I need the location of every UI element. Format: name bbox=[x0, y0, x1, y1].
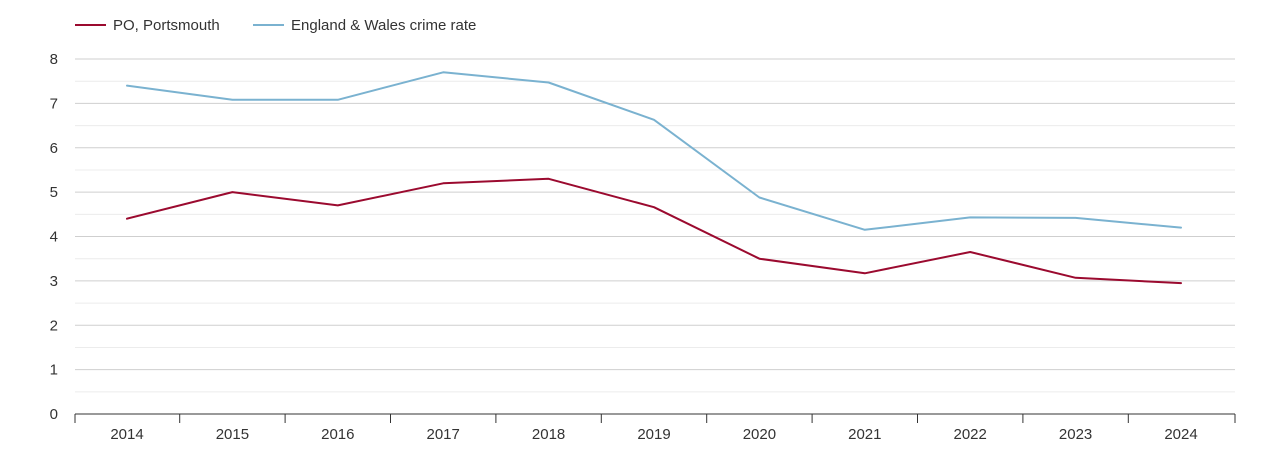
y-tick-label: 0 bbox=[50, 406, 58, 423]
legend-label-portsmouth: PO, Portsmouth bbox=[113, 17, 220, 34]
y-tick-label: 4 bbox=[50, 229, 58, 246]
x-tick-label: 2022 bbox=[954, 426, 987, 443]
gridlines bbox=[75, 58, 1235, 393]
x-axis: 2014 2015 2016 2017 2018 2019 2020 2021 2022 2023… bbox=[74, 413, 1236, 443]
series-line-england-wales bbox=[126, 71, 1182, 231]
y-tick-label: 6 bbox=[50, 140, 58, 157]
x-tick-label: 2020 bbox=[743, 426, 776, 443]
legend-item-portsmouth[interactable]: PO, Portsmouth bbox=[75, 17, 220, 34]
plot-area bbox=[126, 71, 1182, 285]
x-tick-label: 2014 bbox=[110, 426, 143, 443]
x-tick-label: 2024 bbox=[1164, 426, 1197, 443]
y-tick-label: 7 bbox=[50, 95, 58, 112]
legend-item-england-wales[interactable]: England & Wales crime rate bbox=[253, 17, 476, 34]
x-tick-label: 2021 bbox=[848, 426, 881, 443]
y-tick-label: 5 bbox=[50, 184, 58, 201]
x-tick-label: 2019 bbox=[637, 426, 670, 443]
legend-label-england-wales: England & Wales crime rate bbox=[291, 17, 476, 34]
x-tick-label: 2017 bbox=[427, 426, 460, 443]
x-tick-label: 2016 bbox=[321, 426, 354, 443]
y-tick-label: 3 bbox=[50, 273, 58, 290]
y-tick-label: 8 bbox=[50, 51, 58, 68]
legend: PO, Portsmouth England & Wales crime rat… bbox=[75, 17, 476, 34]
series-line-portsmouth bbox=[126, 177, 1182, 285]
x-tick-label: 2023 bbox=[1059, 426, 1092, 443]
y-axis: 0 1 2 3 4 5 6 7 8 bbox=[50, 51, 58, 423]
y-tick-label: 1 bbox=[50, 362, 58, 379]
x-tick-label: 2018 bbox=[532, 426, 565, 443]
x-tick-label: 2015 bbox=[216, 426, 249, 443]
y-tick-label: 2 bbox=[50, 317, 58, 334]
